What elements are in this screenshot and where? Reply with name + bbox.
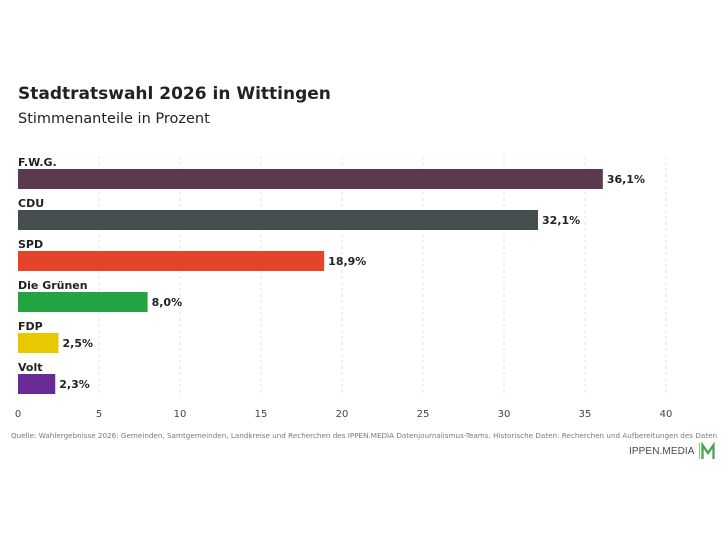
bar: [18, 251, 325, 271]
bar: [18, 374, 56, 394]
category-label: F.W.G.: [18, 156, 57, 169]
value-label: 8,0%: [152, 296, 183, 309]
value-label: 2,3%: [59, 378, 90, 391]
value-label: 36,1%: [607, 173, 645, 186]
bar-chart: F.W.G. 36,1% CDU 32,1% SPD 18,9% Die Grünen 8,0…: [15, 156, 673, 420]
chart-subtitle: Stimmenanteile in Prozent: [18, 111, 210, 127]
x-tick-label: 5: [96, 409, 102, 420]
category-label: Die Grünen: [18, 279, 88, 292]
category-label: Volt: [18, 361, 43, 374]
bar: [18, 169, 603, 189]
x-tick-label: 35: [579, 409, 592, 420]
x-tick-label: 20: [336, 409, 349, 420]
chart-title: Stadtratswahl 2026 in Wittingen: [18, 84, 331, 104]
x-tick-label: 40: [660, 409, 673, 420]
bar: [18, 333, 59, 353]
category-label: CDU: [18, 197, 44, 210]
value-label: 32,1%: [542, 214, 580, 227]
x-tick-label: 25: [417, 409, 430, 420]
x-tick-label: 30: [498, 409, 511, 420]
category-label: SPD: [18, 238, 43, 251]
bar: [18, 292, 148, 312]
value-label: 2,5%: [63, 337, 94, 350]
value-label: 18,9%: [328, 255, 366, 268]
x-tick-label: 15: [255, 409, 268, 420]
source-note: Quelle: Wahlergebnisse 2026: Gemeinden, …: [11, 431, 718, 440]
x-tick-label: 10: [174, 409, 187, 420]
category-label: FDP: [18, 320, 43, 333]
bar: [18, 210, 539, 230]
logo-m-icon: [698, 441, 715, 459]
logo-text: IPPEN.MEDIA: [629, 445, 695, 457]
x-tick-label: 0: [15, 409, 21, 420]
ippen-media-logo: IPPEN.MEDIA: [629, 441, 718, 461]
